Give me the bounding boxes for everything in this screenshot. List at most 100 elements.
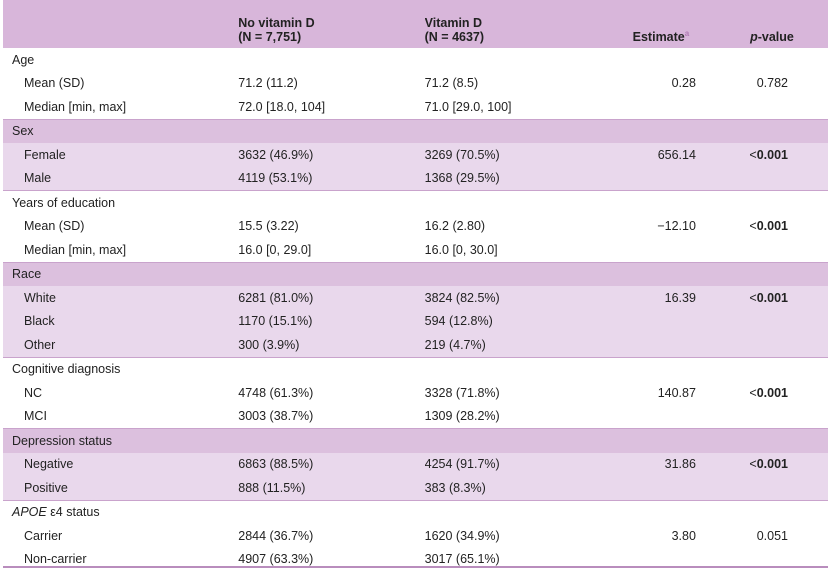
cell-estimate: 656.14 [606,143,716,167]
cell-pvalue: 0.782 [716,72,828,96]
row-label: White [3,286,238,310]
cell-no-vitamin-d: 72.0 [18.0, 104] [238,95,424,119]
cell-vitamin-d: 71.2 (8.5) [425,72,606,96]
pvalue-significant: 0.001 [757,291,788,305]
cell-vitamin-d: 3824 (82.5%) [425,286,606,310]
section-header-row: Cognitive diagnosis [3,357,828,381]
cell-estimate [606,333,716,357]
header-vitamin-d-n: (N = 4637) [425,30,606,44]
cell-vitamin-d: 383 (8.3%) [425,476,606,500]
cell-no-vitamin-d: 888 (11.5%) [238,476,424,500]
section-title: Years of education [3,191,828,215]
demographics-table: No vitamin D (N = 7,751) Vitamin D (N = … [3,0,828,571]
cell-no-vitamin-d: 16.0 [0, 29.0] [238,238,424,262]
cell-pvalue: <0.001 [716,215,828,239]
table-row: Median [min, max]72.0 [18.0, 104]71.0 [2… [3,95,828,119]
section-header-row: Sex [3,119,828,143]
cell-vitamin-d: 16.0 [0, 30.0] [425,238,606,262]
cell-no-vitamin-d: 2844 (36.7%) [238,524,424,548]
cell-no-vitamin-d: 71.2 (11.2) [238,72,424,96]
estimate-footnote-mark: a [685,29,689,38]
cell-estimate [606,95,716,119]
cell-no-vitamin-d: 3003 (38.7%) [238,405,424,429]
cell-estimate: 31.86 [606,453,716,477]
table-row: Mean (SD)15.5 (3.22)16.2 (2.80)−12.10<0.… [3,215,828,239]
cell-estimate [606,310,716,334]
table-bottom-rule [3,566,828,568]
section-header-row: APOE ε4 status [3,500,828,524]
cell-pvalue [716,333,828,357]
less-than-sign: < [749,219,756,233]
cell-no-vitamin-d: 4748 (61.3%) [238,381,424,405]
cell-no-vitamin-d: 6863 (88.5%) [238,453,424,477]
less-than-sign: < [749,291,756,305]
section-title: Depression status [3,429,828,453]
cell-vitamin-d: 1368 (29.5%) [425,167,606,191]
cell-pvalue: 0.051 [716,524,828,548]
row-label: Black [3,310,238,334]
row-label: Female [3,143,238,167]
section-title: Race [3,262,828,286]
cell-estimate: −12.10 [606,215,716,239]
section-title: Age [3,48,828,72]
cell-pvalue [716,405,828,429]
less-than-sign: < [749,457,756,471]
cell-pvalue [716,476,828,500]
section-title: Cognitive diagnosis [3,357,828,381]
section-header-row: Depression status [3,429,828,453]
cell-estimate: 16.39 [606,286,716,310]
cell-estimate [606,405,716,429]
header-estimate-label: Estimate [633,30,685,44]
table-row: Median [min, max]16.0 [0, 29.0]16.0 [0, … [3,238,828,262]
row-label: Mean (SD) [3,72,238,96]
row-label: Positive [3,476,238,500]
cell-vitamin-d: 4254 (91.7%) [425,453,606,477]
cell-pvalue [716,95,828,119]
cell-pvalue: <0.001 [716,143,828,167]
pvalue-significant: 0.001 [757,219,788,233]
header-blank [3,0,238,48]
cell-no-vitamin-d: 300 (3.9%) [238,333,424,357]
row-label: Negative [3,453,238,477]
section-header-row: Age [3,48,828,72]
cell-vitamin-d: 16.2 (2.80) [425,215,606,239]
header-vitamin-d-label: Vitamin D [425,16,606,30]
cell-pvalue: <0.001 [716,286,828,310]
cell-pvalue [716,167,828,191]
cell-no-vitamin-d: 15.5 (3.22) [238,215,424,239]
row-label: NC [3,381,238,405]
cell-estimate: 0.28 [606,72,716,96]
header-no-vitamin-d: No vitamin D (N = 7,751) [238,0,424,48]
pvalue-significant: 0.001 [757,148,788,162]
cell-vitamin-d: 1309 (28.2%) [425,405,606,429]
cell-pvalue [716,310,828,334]
cell-estimate [606,476,716,500]
cell-no-vitamin-d: 1170 (15.1%) [238,310,424,334]
less-than-sign: < [749,148,756,162]
cell-vitamin-d: 3328 (71.8%) [425,381,606,405]
section-header-row: Race [3,262,828,286]
cell-estimate [606,238,716,262]
cell-pvalue [716,238,828,262]
cell-no-vitamin-d: 4119 (53.1%) [238,167,424,191]
row-label: Median [min, max] [3,95,238,119]
pvalue-significant: 0.001 [757,386,788,400]
cell-no-vitamin-d: 6281 (81.0%) [238,286,424,310]
header-no-vitamin-d-label: No vitamin D [238,16,424,30]
cell-vitamin-d: 1620 (34.9%) [425,524,606,548]
row-label: Mean (SD) [3,215,238,239]
row-label: MCI [3,405,238,429]
cell-no-vitamin-d: 3632 (46.9%) [238,143,424,167]
row-label: Other [3,333,238,357]
less-than-sign: < [749,386,756,400]
